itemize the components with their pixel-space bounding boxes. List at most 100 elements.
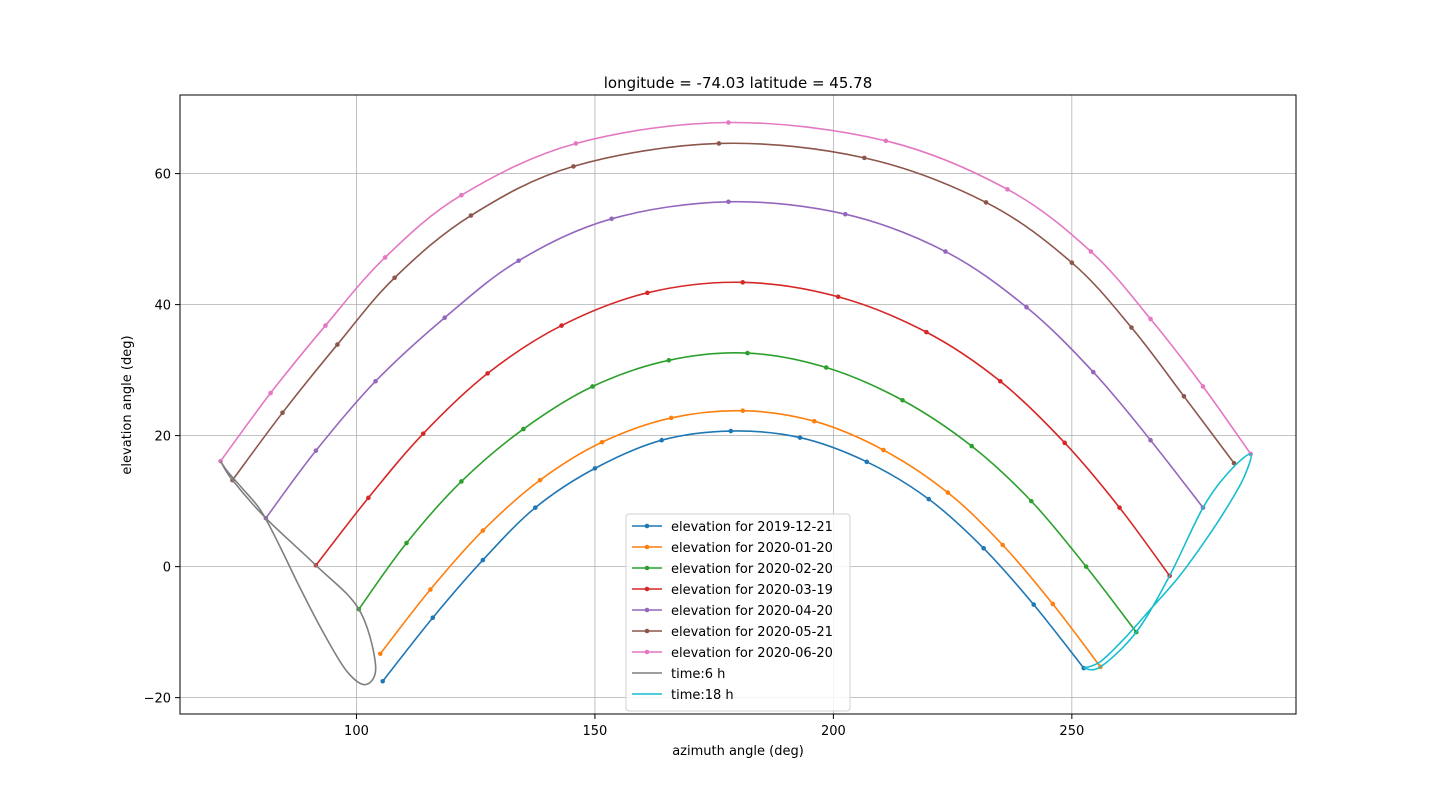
- series-point: [1000, 542, 1005, 548]
- series-point: [716, 141, 722, 146]
- series-point: [969, 443, 974, 449]
- series-point: [573, 141, 579, 146]
- series-point: [1088, 249, 1094, 254]
- legend: elevation for 2019-12-21 elevation for 20…: [625, 513, 851, 712]
- series-group: [313, 280, 1172, 579]
- legend-label: time:18 h: [671, 688, 734, 703]
- series-point: [392, 275, 397, 281]
- series-point: [280, 410, 285, 415]
- series-point: [1148, 437, 1153, 443]
- series-point: [1200, 384, 1206, 389]
- series-point: [1148, 316, 1153, 322]
- series-point: [823, 365, 829, 370]
- series-point: [404, 540, 409, 546]
- series-point: [590, 384, 595, 389]
- series-point: [883, 138, 889, 144]
- series-point: [592, 466, 598, 471]
- series-point: [728, 428, 734, 434]
- series-point: [726, 199, 731, 205]
- series-point: [1029, 498, 1034, 504]
- series-point: [430, 615, 436, 621]
- series-point: [459, 479, 464, 484]
- series-point: [382, 255, 388, 260]
- series-point: [659, 437, 664, 443]
- series-point: [740, 408, 746, 414]
- series-group: [230, 141, 1237, 483]
- series-point: [335, 342, 340, 347]
- series-point: [380, 678, 385, 684]
- series-point: [981, 545, 986, 551]
- series-point: [900, 397, 905, 403]
- series-point: [378, 651, 383, 657]
- legend-box: [625, 513, 851, 712]
- x-axis-ticks: 100 150 200 250: [344, 714, 1084, 739]
- series-point: [373, 378, 378, 384]
- series-point: [726, 120, 731, 125]
- series-point: [926, 496, 932, 502]
- legend-label: elevation for 2019-12-21: [671, 520, 833, 535]
- series-point: [537, 477, 543, 483]
- series-group: [380, 428, 1087, 684]
- series-point: [1031, 602, 1036, 607]
- series-point: [1117, 505, 1122, 510]
- series-point: [645, 290, 650, 296]
- series-point: [745, 350, 750, 356]
- series-point: [1005, 187, 1010, 192]
- series-layer: [218, 120, 1253, 686]
- series-point: [459, 192, 464, 198]
- legend-marker: [644, 586, 650, 592]
- series-point: [983, 200, 989, 205]
- series-point: [420, 431, 426, 436]
- series-point: [559, 323, 564, 328]
- series-point: [1091, 369, 1096, 375]
- y-tick-label: 0: [163, 561, 171, 576]
- series-group: [356, 350, 1139, 635]
- series-point: [945, 490, 951, 495]
- series-point: [740, 280, 746, 285]
- series-point: [668, 415, 674, 421]
- series-point: [812, 418, 817, 424]
- series-point: [881, 447, 886, 453]
- series-point: [1181, 394, 1187, 399]
- series-point: [480, 557, 486, 563]
- legend-marker: [644, 565, 650, 571]
- series-point: [998, 378, 1003, 384]
- series-point: [943, 249, 948, 254]
- series-point: [1024, 304, 1029, 310]
- x-tick-label: 150: [583, 724, 608, 739]
- series-point: [323, 323, 328, 328]
- series-point: [864, 459, 870, 465]
- series-point: [1083, 564, 1089, 569]
- legend-label: elevation for 2020-02-20: [671, 562, 833, 577]
- y-tick-label: 20: [154, 430, 171, 445]
- series-point: [666, 357, 672, 363]
- legend-label: elevation for 2020-03-19: [671, 583, 833, 598]
- series-point: [516, 258, 521, 264]
- series-point: [571, 164, 576, 169]
- legend-marker: [644, 628, 650, 634]
- series-point: [442, 315, 447, 321]
- series-point: [797, 435, 803, 440]
- series-point: [1050, 601, 1056, 607]
- series-line: [1083, 453, 1253, 671]
- series-point: [1069, 260, 1075, 265]
- series-group: [378, 408, 1103, 670]
- y-tick-label: 40: [154, 299, 171, 314]
- series-point: [1129, 325, 1134, 330]
- series-point: [428, 587, 433, 592]
- series-point: [609, 216, 614, 222]
- series-point: [521, 426, 526, 432]
- series-point: [1062, 440, 1067, 446]
- plot-frame: [179, 94, 1297, 715]
- legend-marker: [644, 607, 650, 613]
- x-axis-label: azimuth angle (deg): [672, 744, 804, 759]
- y-axis-label: elevation angle (deg): [120, 335, 135, 474]
- series-point: [599, 439, 605, 445]
- series-point: [533, 505, 538, 510]
- series-point: [843, 211, 848, 217]
- legend-label: elevation for 2020-05-21: [671, 625, 833, 640]
- chart-title: longitude = -74.03 latitude = 45.78: [604, 74, 873, 92]
- x-tick-label: 100: [344, 724, 369, 739]
- legend-label: elevation for 2020-01-20: [671, 541, 833, 556]
